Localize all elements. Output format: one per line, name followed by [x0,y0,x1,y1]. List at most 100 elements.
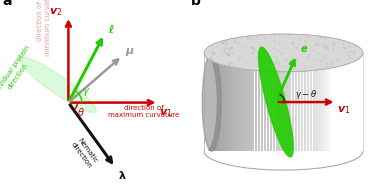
Bar [218,53,220,151]
Bar [246,53,249,151]
Bar [361,53,363,151]
Bar [353,53,355,151]
Bar [282,53,285,151]
Bar [310,53,312,151]
Bar [270,53,273,151]
Bar [233,53,235,151]
Text: $\theta$: $\theta$ [77,106,85,119]
Text: direction of
maximum curvature: direction of maximum curvature [108,105,180,118]
Bar [220,53,222,151]
Bar [208,53,210,151]
Bar [361,53,364,151]
Bar [338,53,341,151]
Bar [321,53,324,151]
Bar [212,53,214,151]
Text: direction of
minimum curvature: direction of minimum curvature [37,0,51,56]
Text: $\gamma$: $\gamma$ [82,86,90,98]
Ellipse shape [259,47,293,157]
Bar [329,53,332,151]
Bar [342,53,345,151]
Bar [291,53,294,151]
Bar [203,53,206,151]
Bar [334,53,336,151]
Ellipse shape [19,57,96,112]
Bar [204,53,207,151]
Bar [341,53,343,151]
Bar [358,53,360,151]
Bar [206,53,208,151]
Text: $\boldsymbol{v}_1$: $\boldsymbol{v}_1$ [337,104,351,115]
Bar [215,53,217,151]
Bar [209,53,211,151]
Bar [332,53,334,151]
Ellipse shape [204,34,363,72]
Bar [359,53,361,151]
Bar [324,53,326,151]
Bar [356,53,358,151]
Bar [361,53,364,151]
Text: Individual protein
direction: Individual protein direction [0,45,37,103]
Bar [313,53,315,151]
Ellipse shape [351,52,375,152]
Bar [307,53,309,151]
Bar [345,53,347,151]
Bar [264,53,266,151]
Bar [255,53,257,151]
Bar [298,53,300,151]
Bar [361,53,364,151]
Bar [203,53,206,151]
Bar [258,53,260,151]
Bar [348,53,351,151]
Text: $\boldsymbol{v}_1$: $\boldsymbol{v}_1$ [159,108,172,119]
Text: $\boldsymbol{e}$: $\boldsymbol{e}$ [300,44,308,54]
Bar [285,53,288,151]
Text: a: a [2,0,11,8]
Text: $\boldsymbol{v}_2$: $\boldsymbol{v}_2$ [49,7,62,19]
Ellipse shape [202,53,221,151]
Bar [301,53,303,151]
Bar [350,53,352,151]
Bar [359,53,362,151]
Bar [205,53,208,151]
Text: $\gamma - \theta$: $\gamma - \theta$ [295,88,317,101]
Bar [294,53,297,151]
Text: b: b [191,0,201,8]
Bar [210,53,213,151]
Bar [224,53,226,151]
Bar [279,53,282,151]
Text: $\boldsymbol{\lambda}$: $\boldsymbol{\lambda}$ [118,169,127,181]
Bar [352,53,354,151]
Bar [235,53,238,151]
Bar [213,53,215,151]
Bar [226,53,229,151]
Bar [231,53,233,151]
Bar [326,53,329,151]
Bar [276,53,279,151]
Bar [216,53,219,151]
Bar [203,53,205,151]
Bar [207,53,209,151]
Bar [318,53,321,151]
Bar [273,53,276,151]
Text: $\boldsymbol{\ell}$: $\boldsymbol{\ell}$ [108,23,115,35]
Bar [267,53,269,151]
Bar [347,53,349,151]
Bar [304,53,306,151]
Text: Nematic
direction: Nematic direction [70,137,99,169]
Bar [204,53,206,151]
Bar [249,53,251,151]
Text: $\boldsymbol{\mu}$: $\boldsymbol{\mu}$ [125,46,135,58]
Bar [203,53,206,151]
Bar [243,53,246,151]
Bar [336,53,339,151]
Bar [241,53,243,151]
Bar [238,53,241,151]
Bar [316,53,318,151]
Bar [252,53,254,151]
Bar [360,53,363,151]
Bar [222,53,225,151]
Bar [357,53,359,151]
Bar [228,53,231,151]
Ellipse shape [192,52,216,152]
Bar [288,53,291,151]
